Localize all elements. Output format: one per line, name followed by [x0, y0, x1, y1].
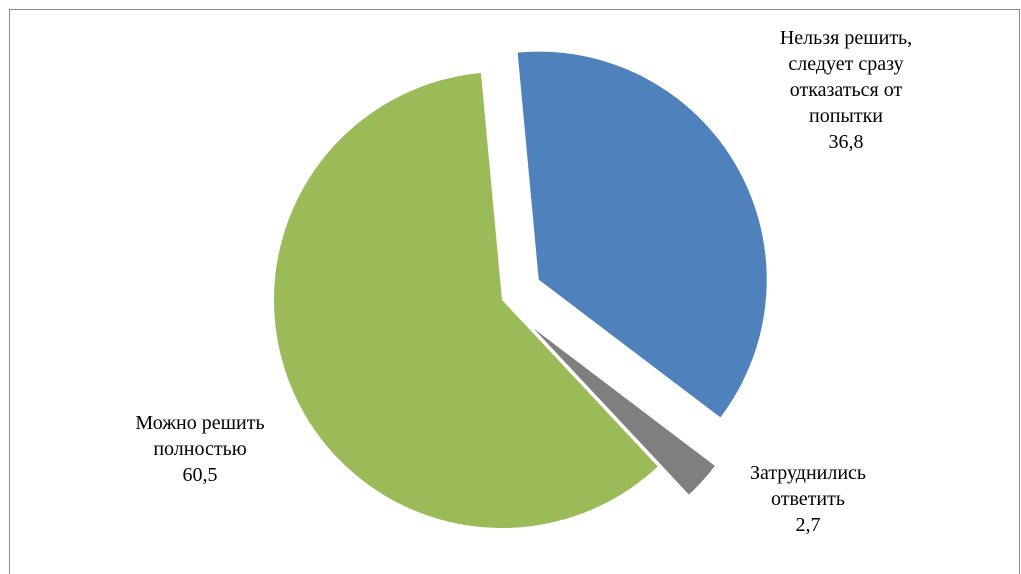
pie-slice-2 — [533, 328, 715, 495]
slice-label-line: Нельзя решить, — [780, 27, 912, 49]
slice-value: 36,8 — [829, 131, 864, 153]
slice-label-3: Можно решить полностью 60,5 — [135, 412, 264, 486]
slice-value: 60,5 — [183, 464, 218, 486]
slice-label-2: Затруднились ответить 2,7 — [750, 462, 866, 536]
slice-label-line: следует сразу — [788, 53, 903, 75]
slice-label-line: ответить — [771, 488, 845, 510]
pie-slice-3 — [274, 72, 658, 529]
slice-label-line: полностью — [153, 438, 246, 460]
pie-slice-1 — [517, 51, 767, 418]
chart-frame — [9, 9, 1020, 574]
slice-label-line: отказаться от — [790, 79, 903, 101]
slice-value: 2,7 — [796, 514, 821, 536]
slice-label-line: Можно решить — [135, 412, 264, 434]
slice-label-line: Затруднились — [750, 462, 866, 484]
slice-label-1: Нельзя решить, следует сразу отказаться от… — [780, 27, 912, 153]
slice-label-line: попытки — [809, 105, 883, 127]
